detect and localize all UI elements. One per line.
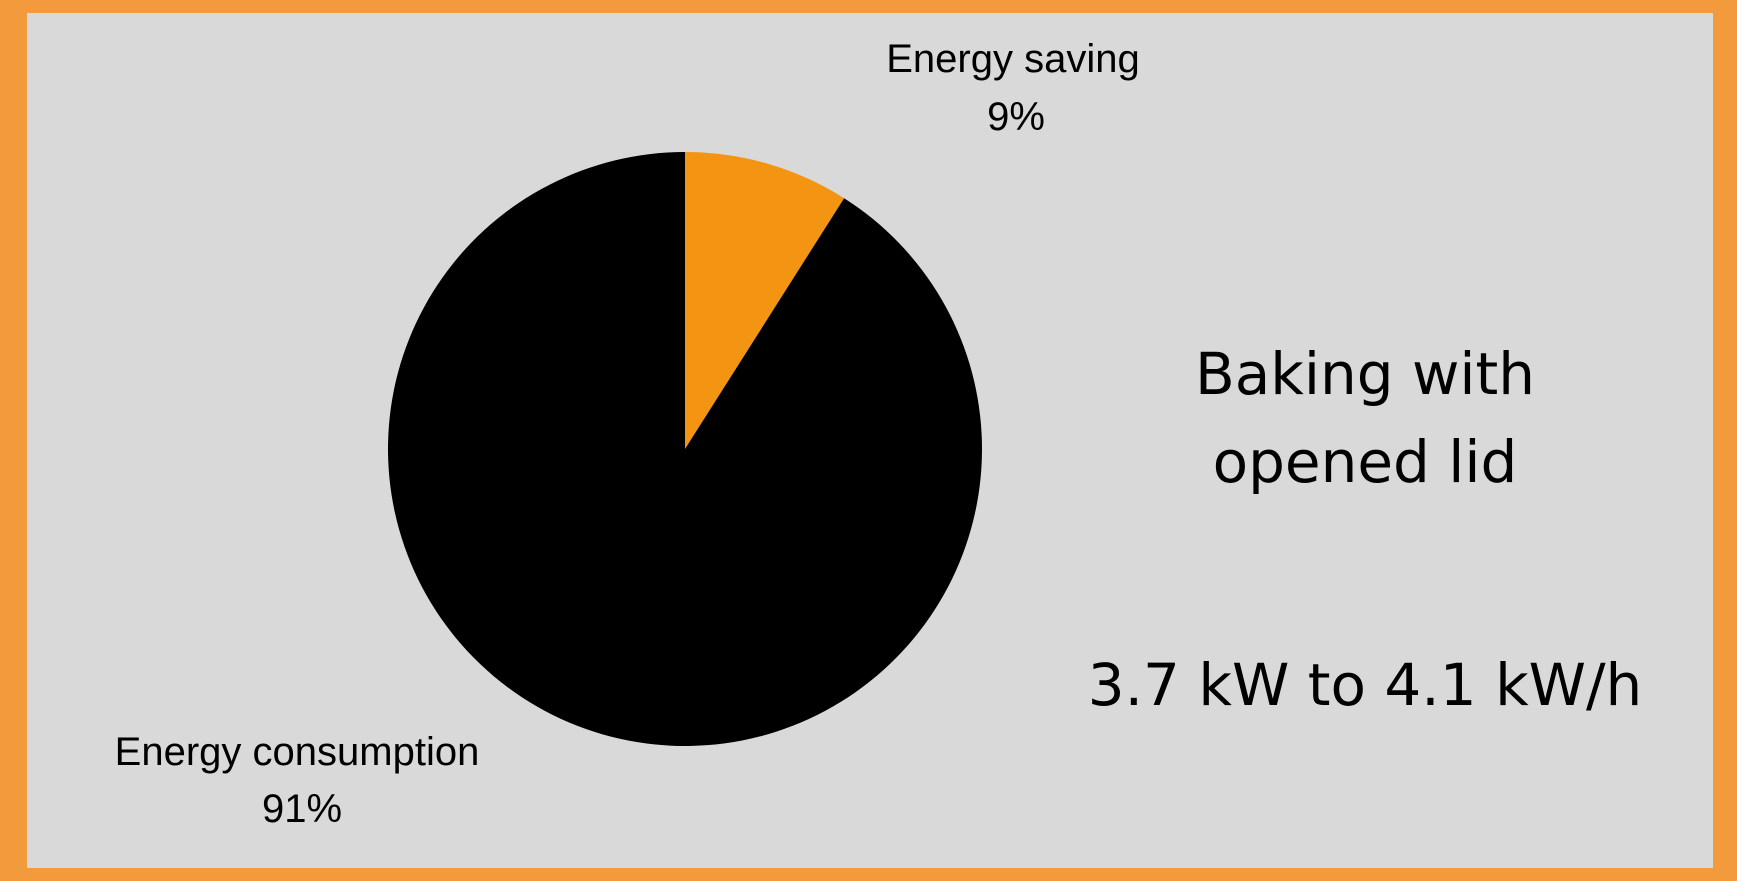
chart-title: Baking with opened lid [1085, 330, 1645, 506]
energy-range: 3.7 kW to 4.1 kW/h [1087, 651, 1643, 719]
title-line-2: opened lid [1212, 428, 1518, 496]
slice-label-energy-consumption: Energy consumption [115, 730, 480, 774]
pie-slice-energy-saving [685, 152, 845, 449]
pie-slice-energy-consumption [388, 152, 983, 746]
pie-slices [388, 152, 983, 746]
slice-value-energy-saving: 9% [987, 95, 1045, 139]
title-line-1: Baking with [1194, 340, 1536, 408]
slice-value-energy-consumption: 91% [262, 787, 342, 831]
slice-label-energy-saving: Energy saving [886, 37, 1139, 81]
